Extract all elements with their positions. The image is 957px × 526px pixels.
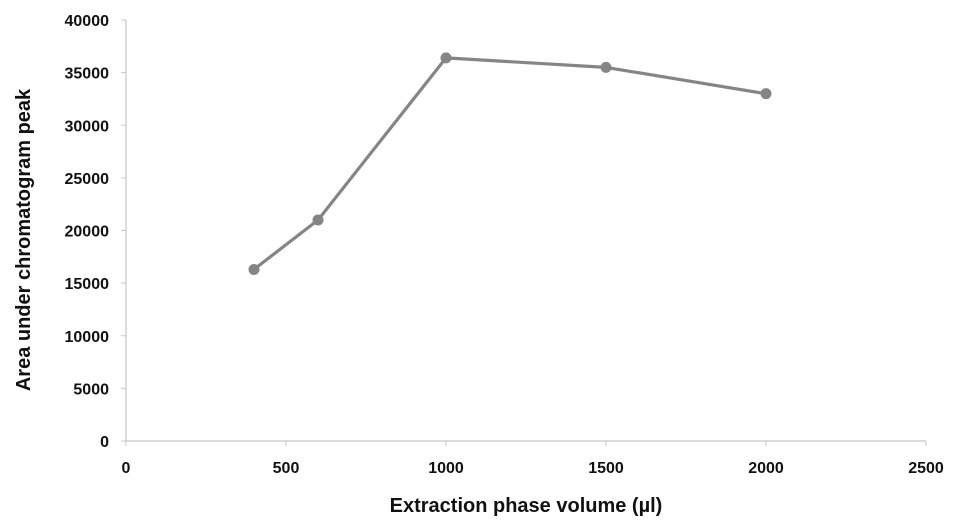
- data-point: [600, 61, 612, 73]
- x-tick-label: 1000: [428, 460, 464, 477]
- x-tick-label: 1500: [588, 460, 624, 477]
- y-tick-label: 25000: [65, 171, 110, 188]
- y-tick-label: 0: [100, 434, 109, 451]
- y-tick-label: 40000: [65, 13, 110, 30]
- y-axis-title: Area under chromatogram peak: [13, 88, 35, 391]
- y-tick-label: 5000: [73, 381, 109, 398]
- y-axis-ticks: 0 5000 10000 15000 20000 25000 30000 35000 40000: [65, 13, 126, 451]
- x-axis-title: Extraction phase volume (µl): [390, 495, 663, 517]
- series-line: [252, 56, 768, 271]
- series-group: [248, 52, 772, 275]
- y-tick-label: 20000: [65, 224, 110, 241]
- x-tick-label: 500: [273, 460, 300, 477]
- y-tick-label: 35000: [65, 66, 110, 83]
- y-tick-label: 15000: [65, 276, 110, 293]
- y-tick-label: 10000: [65, 329, 110, 346]
- data-point: [440, 52, 452, 64]
- data-point: [248, 263, 260, 275]
- x-tick-label: 2000: [748, 460, 784, 477]
- x-tick-label: 0: [122, 460, 131, 477]
- data-point: [312, 214, 324, 226]
- y-tick-label: 30000: [65, 118, 110, 135]
- x-tick-label: 2500: [908, 460, 944, 477]
- data-point: [760, 88, 772, 100]
- x-axis-ticks: 0 500 1000 1500 2000 2500: [122, 441, 944, 477]
